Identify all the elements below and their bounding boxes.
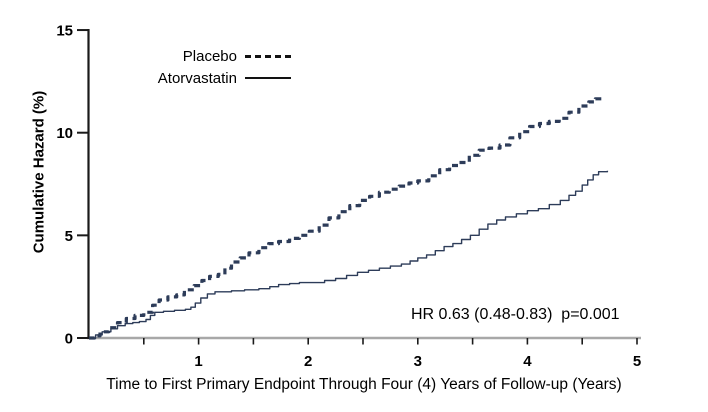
y-tick-label: 10 [56, 125, 73, 142]
atorvastatin-curve [89, 170, 609, 339]
legend-row-atorvastatin: Atorvastatin [140, 67, 291, 89]
legend-row-placebo: Placebo [140, 45, 291, 67]
placebo-curve [89, 96, 604, 340]
x-axis-title: Time to First Primary Endpoint Through F… [106, 376, 622, 393]
y-tick-label: 0 [65, 331, 73, 348]
x-tick-label: 5 [633, 353, 641, 370]
y-axis-title: Cumulative Hazard (%) [30, 90, 48, 254]
x-tick-label: 4 [523, 353, 532, 370]
x-tick-label: 2 [304, 353, 312, 370]
x-tick-label: 1 [194, 353, 202, 370]
hazard-ratio-annotation: HR 0.63 (0.48-0.83) p=0.001 [411, 306, 620, 323]
legend: Placebo Atorvastatin [140, 45, 291, 89]
legend-label-atorvastatin: Atorvastatin [157, 69, 237, 87]
y-tick-label: 15 [56, 23, 73, 40]
legend-label-placebo: Placebo [182, 47, 237, 65]
atorvastatin-solid-line-sample [245, 77, 291, 79]
placebo-dashed-line-sample [245, 54, 291, 58]
y-tick-label: 5 [65, 228, 73, 245]
x-tick-label: 3 [414, 353, 422, 370]
